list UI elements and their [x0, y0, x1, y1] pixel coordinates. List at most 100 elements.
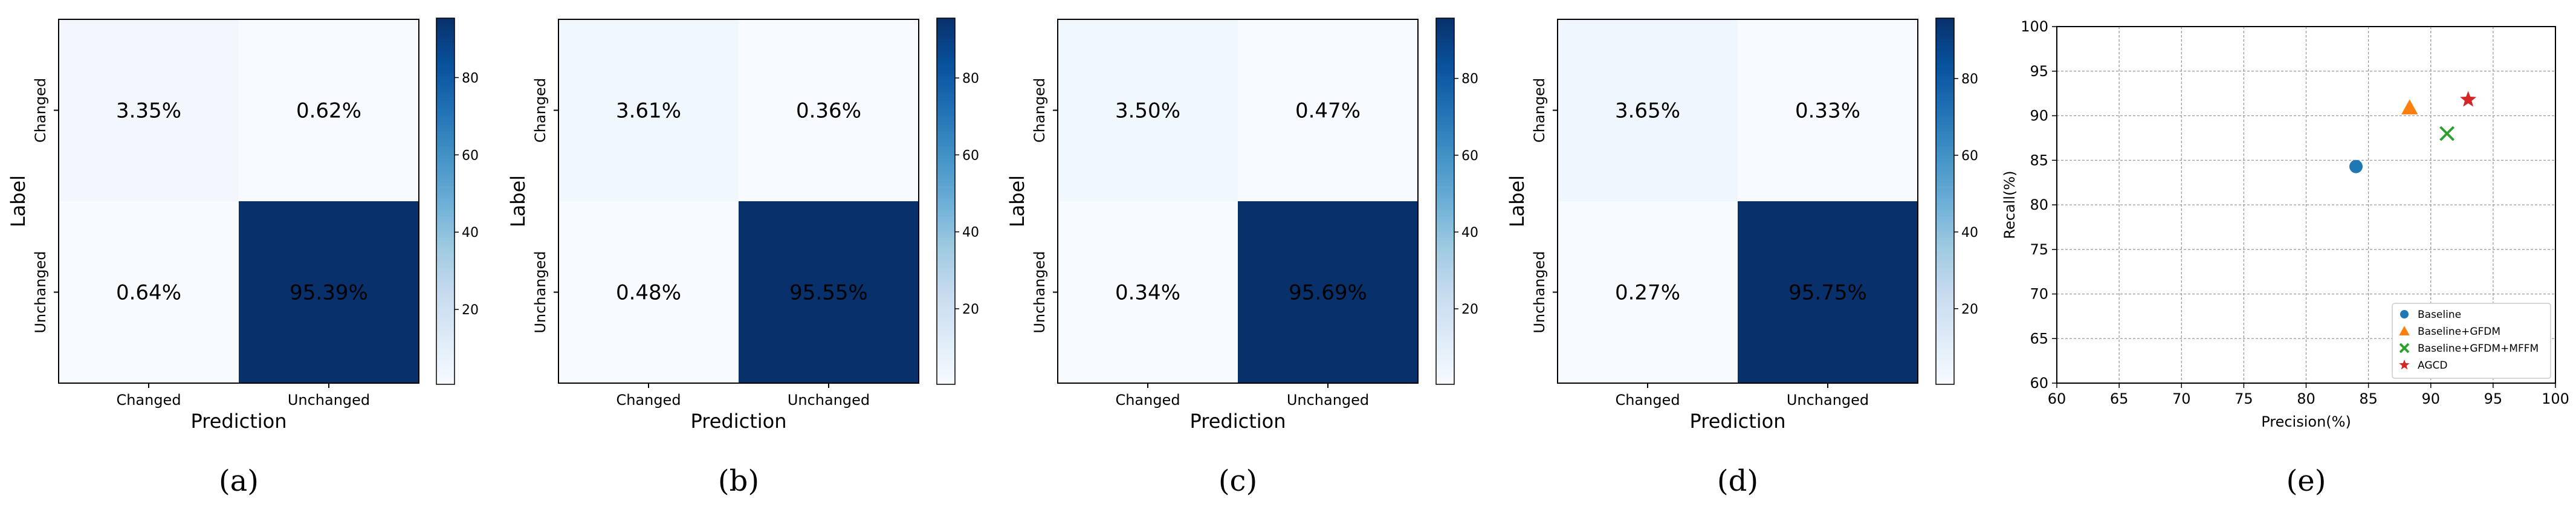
cell-label: 0.33%: [1795, 99, 1860, 123]
colorbar-segment: [937, 195, 955, 199]
colorbar-segment: [937, 170, 955, 175]
colorbar-segment: [1436, 271, 1454, 275]
colorbar-segment: [937, 103, 955, 108]
colorbar-segment: [1936, 237, 1954, 242]
colorbar-segment: [1936, 176, 1954, 181]
colorbar-segment: [1436, 228, 1454, 233]
x-axis-title: Prediction: [191, 410, 287, 433]
colorbar-segment: [1936, 280, 1954, 284]
colorbar-segment: [937, 311, 955, 315]
colorbar-segment: [1936, 54, 1954, 59]
plot-frame: [558, 19, 919, 384]
colorbar-segment: [436, 131, 455, 135]
y-tick-label: Changed: [532, 78, 549, 143]
colorbar-segment: [937, 164, 955, 169]
colorbar-segment: [436, 192, 455, 196]
colorbar-segment: [1436, 299, 1454, 303]
colorbar-segment: [937, 332, 955, 336]
colorbar-segment: [1936, 231, 1954, 236]
colorbar-segment: [436, 247, 455, 251]
colorbar-segment: [937, 198, 955, 202]
colorbar-segment: [1936, 88, 1954, 92]
marker-stroke: [2399, 343, 2410, 354]
colorbar-segment: [436, 378, 455, 382]
colorbar-segment: [1436, 289, 1454, 294]
x-tick-label: 60: [2048, 390, 2066, 407]
colorbar-segment: [1936, 228, 1954, 233]
colorbar-segment: [937, 121, 955, 126]
x-axis-title: Prediction: [691, 410, 787, 433]
y-axis-title: Label: [7, 175, 30, 227]
colorbar-segment: [1936, 326, 1954, 330]
colorbar-segment: [937, 341, 955, 345]
colorbar-segment: [1436, 109, 1454, 114]
colorbar-segment: [937, 292, 955, 297]
colorbar-segment: [937, 247, 955, 251]
colorbar-segment: [1436, 216, 1454, 220]
colorbar-segment: [937, 134, 955, 138]
colorbar-tick-label: 80: [462, 71, 479, 86]
cell-label: 95.39%: [290, 281, 368, 305]
colorbar-segment: [1436, 360, 1454, 364]
colorbar-segment: [1436, 192, 1454, 196]
colorbar-segment: [1936, 311, 1954, 315]
colorbar-segment: [1936, 277, 1954, 281]
colorbar-segment: [436, 341, 455, 345]
colorbar-segment: [1436, 39, 1454, 43]
colorbar-segment: [436, 299, 455, 303]
heatmap-cell: [1558, 201, 1738, 383]
colorbar-segment: [436, 228, 455, 233]
colorbar-segment: [1936, 170, 1954, 175]
legend-box: [2392, 303, 2551, 379]
colorbar-segment: [436, 326, 455, 330]
colorbar-segment: [1936, 195, 1954, 199]
colorbar-segment: [937, 289, 955, 294]
colorbar-segment: [1436, 21, 1454, 25]
colorbar-segment: [1936, 338, 1954, 342]
colorbar-segment: [1436, 106, 1454, 111]
colorbar-segment: [937, 42, 955, 47]
colorbar-segment: [937, 274, 955, 278]
colorbar-segment: [436, 292, 455, 297]
colorbar-segment: [1436, 51, 1454, 56]
colorbar-segment: [1936, 286, 1954, 291]
colorbar-segment: [436, 140, 455, 144]
colorbar-segment: [436, 308, 455, 312]
colorbar-tick-label: 20: [1961, 302, 1978, 317]
data-point-baseline-gfdm-mffm: [2439, 126, 2455, 141]
colorbar-segment: [1436, 207, 1454, 211]
y-tick-label: Unchanged: [32, 251, 49, 333]
colorbar-segment: [1936, 134, 1954, 138]
colorbar-segment: [1436, 112, 1454, 117]
colorbar-segment: [1436, 85, 1454, 89]
colorbar-segment: [436, 268, 455, 272]
colorbar-segment: [1936, 167, 1954, 172]
colorbar-segment: [937, 33, 955, 37]
colorbar-segment: [436, 88, 455, 92]
colorbar-tick-label: 20: [462, 303, 479, 318]
colorbar: 20 40 60 80: [436, 18, 479, 385]
x-tick-label: Unchanged: [788, 392, 870, 409]
colorbar-segment: [436, 302, 455, 306]
colorbar-segment: [1436, 143, 1454, 147]
colorbar-segment: [1936, 79, 1954, 83]
colorbar-segment: [937, 128, 955, 132]
colorbar-segment: [436, 146, 455, 150]
colorbar-segment: [436, 51, 455, 56]
colorbar-segment: [436, 121, 455, 126]
colorbar-segment: [436, 106, 455, 111]
colorbar-segment: [937, 317, 955, 321]
colorbar-segment: [1936, 363, 1954, 367]
colorbar-segment: [1436, 292, 1454, 297]
colorbar-segment: [1436, 137, 1454, 141]
colorbar-segment: [436, 36, 455, 40]
colorbar-segment: [436, 198, 455, 202]
colorbar-segment: [1436, 167, 1454, 172]
colorbar-segment: [436, 335, 455, 339]
colorbar-segment: [937, 63, 955, 68]
colorbar-segment: [1936, 381, 1954, 385]
colorbar-segment: [436, 347, 455, 352]
colorbar-segment: [436, 195, 455, 199]
colorbar-segment: [436, 149, 455, 153]
